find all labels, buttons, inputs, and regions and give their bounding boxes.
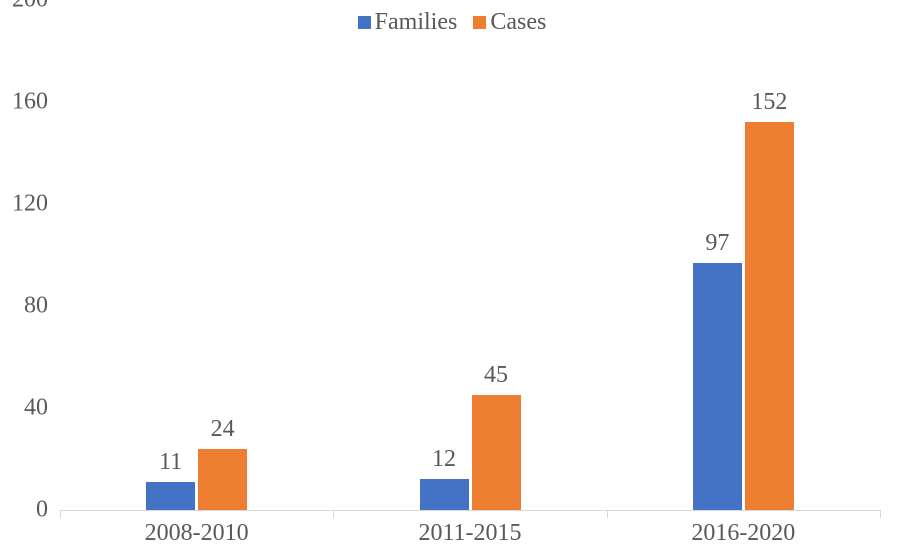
y-tick-label: 0 <box>36 497 48 524</box>
bar-cases: 45 <box>472 395 521 510</box>
bar-cases: 24 <box>198 449 247 510</box>
y-tick-label: 200 <box>12 0 48 14</box>
y-tick-label: 80 <box>24 293 48 320</box>
bar-value-label: 24 <box>211 416 235 443</box>
x-tick-label: 2011-2015 <box>333 520 606 547</box>
x-tick-mark <box>607 510 608 518</box>
bar-cases: 152 <box>745 122 794 510</box>
x-tick-mark <box>333 510 334 518</box>
bar-value-label: 152 <box>751 89 787 116</box>
x-tick-label: 2008-2010 <box>60 520 333 547</box>
bar-families: 97 <box>693 263 742 510</box>
x-tick-mark <box>60 510 61 518</box>
bar-families: 11 <box>146 482 195 510</box>
bar-value-label: 12 <box>432 446 456 473</box>
bar-value-label: 97 <box>705 230 729 257</box>
chart-container: FamiliesCases 0408012016020011242008-201… <box>0 0 904 552</box>
y-tick-label: 160 <box>12 89 48 116</box>
category-group: 97152 <box>693 0 794 510</box>
category-group: 1245 <box>420 0 521 510</box>
bar-families: 12 <box>420 479 469 510</box>
bar-value-label: 45 <box>484 362 508 389</box>
y-tick-label: 40 <box>24 395 48 422</box>
y-tick-label: 120 <box>12 191 48 218</box>
bar-value-label: 11 <box>159 449 182 476</box>
x-tick-mark <box>880 510 881 518</box>
category-group: 1124 <box>146 0 247 510</box>
x-tick-label: 2016-2020 <box>607 520 880 547</box>
plot-area: 0408012016020011242008-201012452011-2015… <box>60 0 880 511</box>
